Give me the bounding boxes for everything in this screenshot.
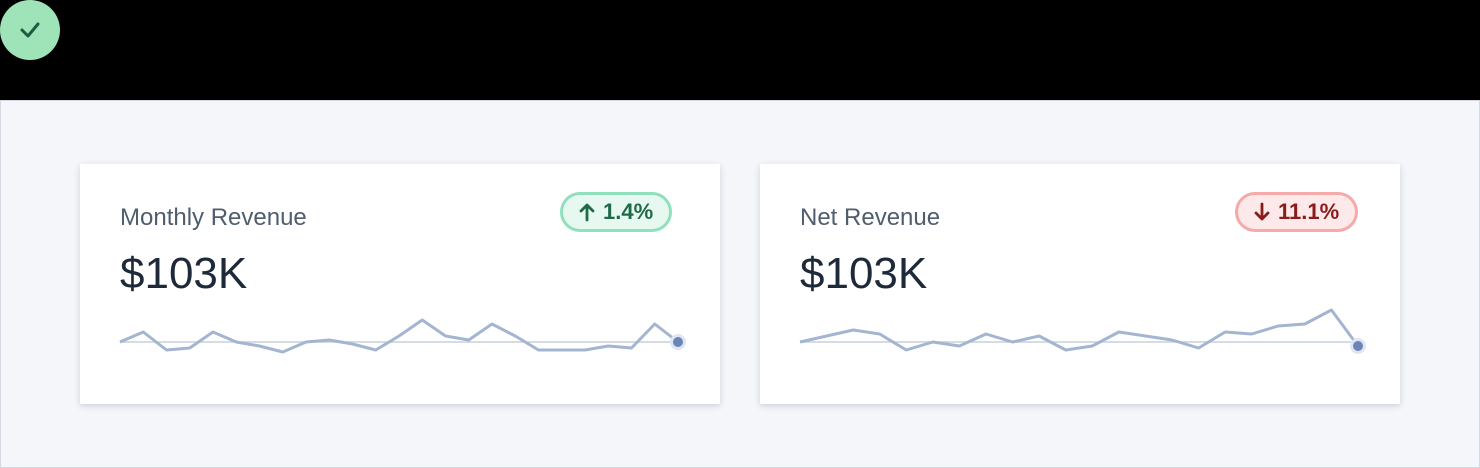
dashboard-canvas: Monthly Revenue $103K 1.4% Net Revenue $… (0, 100, 1480, 468)
status-check-badge (0, 0, 60, 60)
change-value: 11.1% (1278, 199, 1340, 224)
card-title: Monthly Revenue (120, 204, 307, 231)
sparkline-chart (119, 318, 686, 354)
sparkline-line (119, 318, 679, 354)
sparkline-endpoint (1353, 341, 1363, 351)
check-icon (20, 22, 40, 38)
change-value: 1.4% (603, 199, 654, 224)
metric-card-net-revenue[interactable]: Net Revenue $103K 11.1% (760, 164, 1400, 404)
arrow-up-icon (579, 202, 595, 222)
change-badge: 1.4% (560, 192, 673, 232)
sparkline-endpoint (673, 337, 683, 347)
card-value: $103K (120, 249, 248, 298)
sparkline-line (799, 308, 1360, 352)
change-badge: 11.1% (1235, 192, 1359, 232)
sparkline-chart (799, 308, 1366, 354)
card-value: $103K (800, 249, 928, 298)
card-title: Net Revenue (800, 204, 941, 231)
metric-card-monthly-revenue[interactable]: Monthly Revenue $103K 1.4% (80, 164, 720, 404)
arrow-down-icon (1254, 202, 1270, 222)
